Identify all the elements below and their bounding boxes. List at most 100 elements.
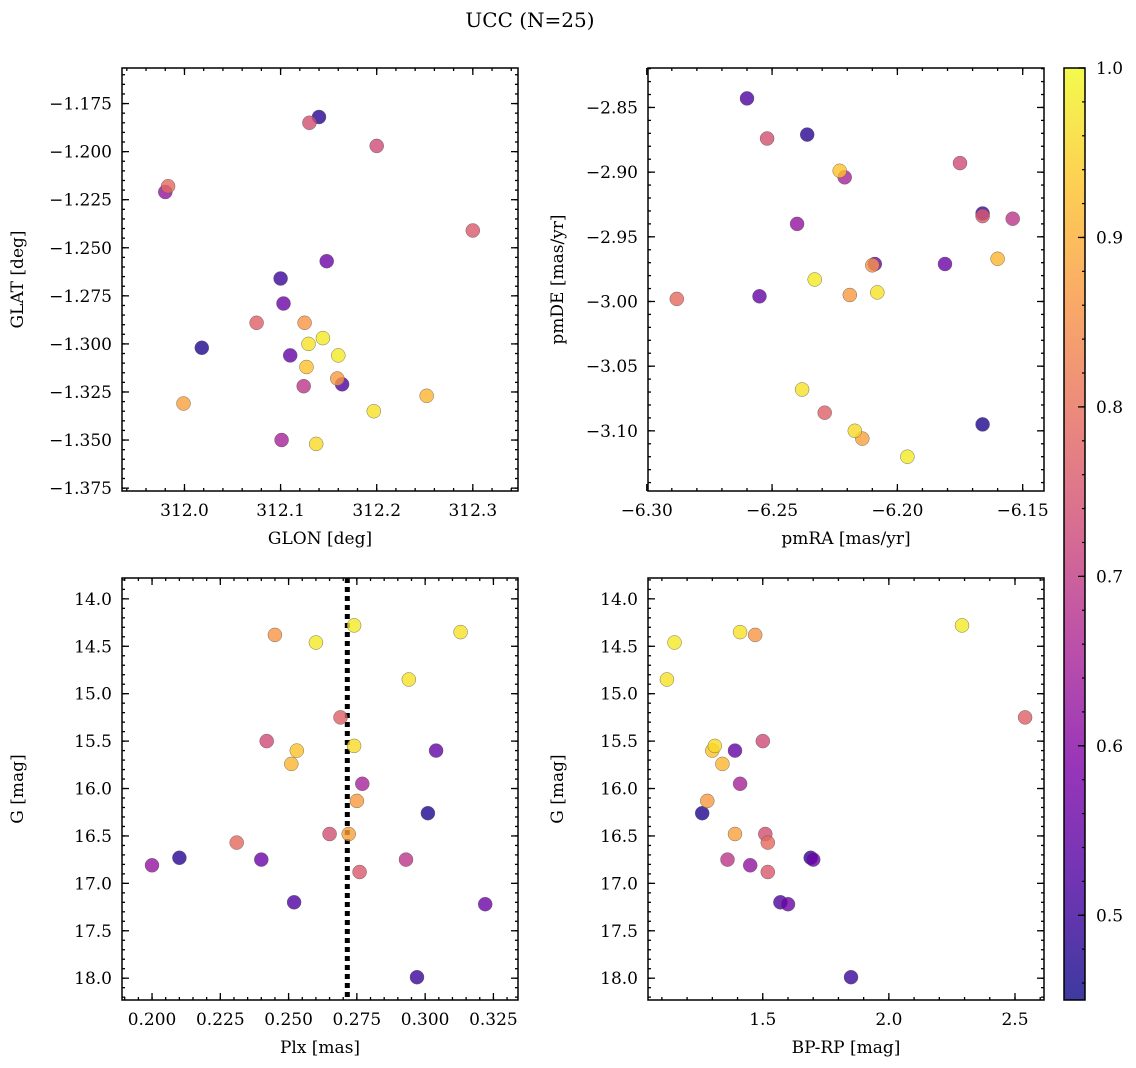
data-point bbox=[401, 672, 416, 687]
scatter-points bbox=[144, 578, 493, 1000]
data-point bbox=[284, 756, 299, 772]
chart-title: UCC (N=25) bbox=[465, 8, 594, 32]
y-tick-label: −1.225 bbox=[49, 191, 112, 211]
data-point bbox=[1017, 710, 1033, 725]
data-point bbox=[341, 826, 356, 842]
data-point bbox=[715, 756, 730, 772]
axis-ticks bbox=[122, 578, 518, 1000]
data-point bbox=[975, 208, 990, 224]
axis-ticks bbox=[122, 68, 518, 491]
y-tick-label: 18.0 bbox=[600, 969, 638, 989]
data-point bbox=[331, 348, 346, 363]
data-point bbox=[695, 806, 710, 821]
colorbar-gradient bbox=[1064, 68, 1085, 1000]
data-point bbox=[842, 287, 857, 303]
data-point bbox=[667, 635, 682, 650]
x-tick-label: 0.325 bbox=[469, 1010, 518, 1030]
data-point bbox=[428, 743, 444, 758]
data-point bbox=[194, 340, 210, 355]
x-tick-label: 0.250 bbox=[264, 1010, 313, 1030]
x-tick-label: 312.0 bbox=[160, 501, 209, 521]
data-point bbox=[302, 115, 317, 131]
data-point bbox=[789, 216, 805, 232]
data-point bbox=[732, 776, 748, 791]
y-tick-label: −2.85 bbox=[586, 98, 638, 118]
y-axis-label: G [mag] bbox=[548, 754, 568, 823]
y-tick-label: 15.0 bbox=[600, 685, 638, 705]
x-axis-label: BP-RP [mag] bbox=[792, 1038, 901, 1058]
x-tick-label: 2.0 bbox=[875, 1010, 902, 1030]
data-point bbox=[952, 155, 968, 171]
y-tick-label: −1.250 bbox=[49, 239, 112, 259]
data-point bbox=[478, 897, 493, 912]
scatter-points bbox=[659, 618, 1033, 985]
y-tick-label: 14.5 bbox=[600, 637, 638, 657]
axes-frame bbox=[647, 67, 1045, 492]
data-point bbox=[748, 627, 763, 643]
data-point bbox=[865, 258, 880, 273]
data-point bbox=[806, 852, 821, 867]
y-tick-label: 17.0 bbox=[74, 874, 112, 894]
data-point bbox=[732, 624, 748, 640]
data-point bbox=[286, 895, 302, 910]
data-point bbox=[755, 733, 770, 749]
y-tick-label: −3.05 bbox=[586, 357, 638, 377]
data-point bbox=[322, 826, 337, 842]
data-point bbox=[333, 710, 348, 725]
y-tick-label: −1.275 bbox=[49, 287, 112, 307]
data-point bbox=[465, 223, 480, 238]
y-tick-label: −1.325 bbox=[49, 383, 112, 403]
colorbar-tick-label: 0.5 bbox=[1096, 906, 1123, 926]
x-tick-label: 0.200 bbox=[128, 1010, 177, 1030]
data-point bbox=[420, 806, 436, 821]
data-point bbox=[807, 272, 822, 287]
data-point bbox=[274, 432, 289, 448]
y-tick-label: 16.5 bbox=[74, 827, 112, 847]
data-point bbox=[800, 127, 815, 142]
data-point bbox=[453, 624, 468, 640]
panels: 312.0 312.1 312.2 312.3 −1.175 −1.200 −1.225 −1… bbox=[8, 67, 1049, 1058]
data-point bbox=[254, 852, 269, 867]
x-tick-label: 312.2 bbox=[352, 501, 401, 521]
panel-pmra-pmde: −6.30 −6.25 −6.20 −6.15 −2.85 −2.90 −2.95 −3.00… bbox=[548, 67, 1049, 549]
y-tick-label: 15.5 bbox=[74, 732, 112, 752]
data-point bbox=[707, 738, 722, 754]
data-point bbox=[289, 743, 304, 758]
colorbar-frame bbox=[1063, 67, 1086, 1001]
data-point bbox=[870, 285, 885, 300]
data-point bbox=[346, 738, 362, 754]
y-tick-label: −3.00 bbox=[586, 292, 638, 312]
colorbar: 0.5 0.6 0.7 0.8 0.9 1.0 bbox=[1063, 59, 1123, 1001]
data-point bbox=[330, 371, 345, 386]
data-point bbox=[144, 858, 160, 873]
data-point bbox=[760, 864, 775, 880]
data-point bbox=[276, 296, 291, 311]
data-point bbox=[419, 388, 434, 403]
data-point bbox=[752, 289, 767, 304]
y-axis-label: G [mag] bbox=[8, 754, 28, 823]
y-axis-label: pmDE [mas/yr] bbox=[548, 214, 568, 344]
data-point bbox=[1005, 211, 1020, 226]
x-tick-label: −6.25 bbox=[746, 501, 798, 521]
x-tick-label: 1.5 bbox=[749, 1010, 776, 1030]
data-point bbox=[249, 315, 264, 330]
colorbar-tick-label: 1.0 bbox=[1096, 59, 1123, 79]
data-point bbox=[937, 256, 953, 272]
data-point bbox=[172, 850, 187, 865]
x-tick-label: 0.275 bbox=[333, 1010, 382, 1030]
colorbar-tick-label: 0.7 bbox=[1096, 567, 1123, 587]
data-point bbox=[843, 970, 859, 985]
data-point bbox=[794, 382, 810, 397]
data-point bbox=[832, 163, 847, 179]
y-tick-label: 16.5 bbox=[600, 827, 638, 847]
data-point bbox=[267, 627, 283, 643]
data-point bbox=[229, 835, 244, 850]
y-tick-label: −2.95 bbox=[586, 228, 638, 248]
data-point bbox=[319, 254, 334, 269]
data-point bbox=[954, 618, 970, 633]
data-point bbox=[727, 826, 743, 842]
data-point bbox=[309, 436, 324, 452]
data-point bbox=[990, 251, 1005, 266]
y-tick-label: 17.0 bbox=[600, 874, 638, 894]
y-tick-label: 16.0 bbox=[600, 780, 638, 800]
